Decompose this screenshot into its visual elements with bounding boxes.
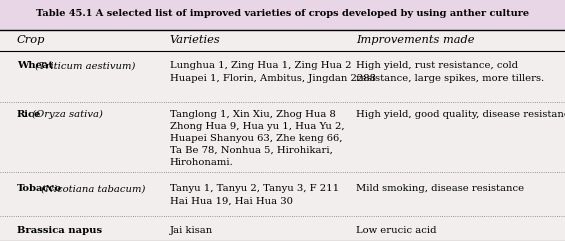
Text: High yield, rust resistance, cold
resistance, large spikes, more tillers.: High yield, rust resistance, cold resist…: [356, 61, 544, 83]
Text: (Nicotiana tabacum): (Nicotiana tabacum): [38, 184, 145, 193]
Text: Jai kisan: Jai kisan: [170, 226, 213, 235]
Text: (Oryza sativa): (Oryza sativa): [29, 110, 103, 119]
Text: Lunghua 1, Zing Hua 1, Zing Hua 2
Huapei 1, Florin, Ambitus, Jingdan 2288: Lunghua 1, Zing Hua 1, Zing Hua 2 Huapei…: [170, 61, 376, 83]
Text: Table 45.1 A selected list of improved varieties of crops developed by using ant: Table 45.1 A selected list of improved v…: [36, 9, 529, 18]
Text: (Triticum aestivum): (Triticum aestivum): [32, 61, 135, 70]
Text: Low erucic acid: Low erucic acid: [356, 226, 436, 235]
Text: Tanyu 1, Tanyu 2, Tanyu 3, F 211
Hai Hua 19, Hai Hua 30: Tanyu 1, Tanyu 2, Tanyu 3, F 211 Hai Hua…: [170, 184, 338, 206]
Text: Rice: Rice: [17, 110, 41, 119]
Text: Tobacco: Tobacco: [17, 184, 62, 193]
Text: High yield, good quality, disease resistance: High yield, good quality, disease resist…: [356, 110, 565, 119]
Text: Improvements made: Improvements made: [356, 35, 475, 45]
FancyBboxPatch shape: [0, 0, 565, 30]
Text: Varieties: Varieties: [170, 35, 220, 45]
Text: Mild smoking, disease resistance: Mild smoking, disease resistance: [356, 184, 524, 193]
Text: Crop: Crop: [17, 35, 45, 45]
Text: Brassica napus: Brassica napus: [17, 226, 102, 235]
Text: Wheat: Wheat: [17, 61, 53, 70]
Text: Tanglong 1, Xin Xiu, Zhog Hua 8
Zhong Hua 9, Hua yu 1, Hua Yu 2,
Huapei Shanyou : Tanglong 1, Xin Xiu, Zhog Hua 8 Zhong Hu…: [170, 110, 344, 167]
